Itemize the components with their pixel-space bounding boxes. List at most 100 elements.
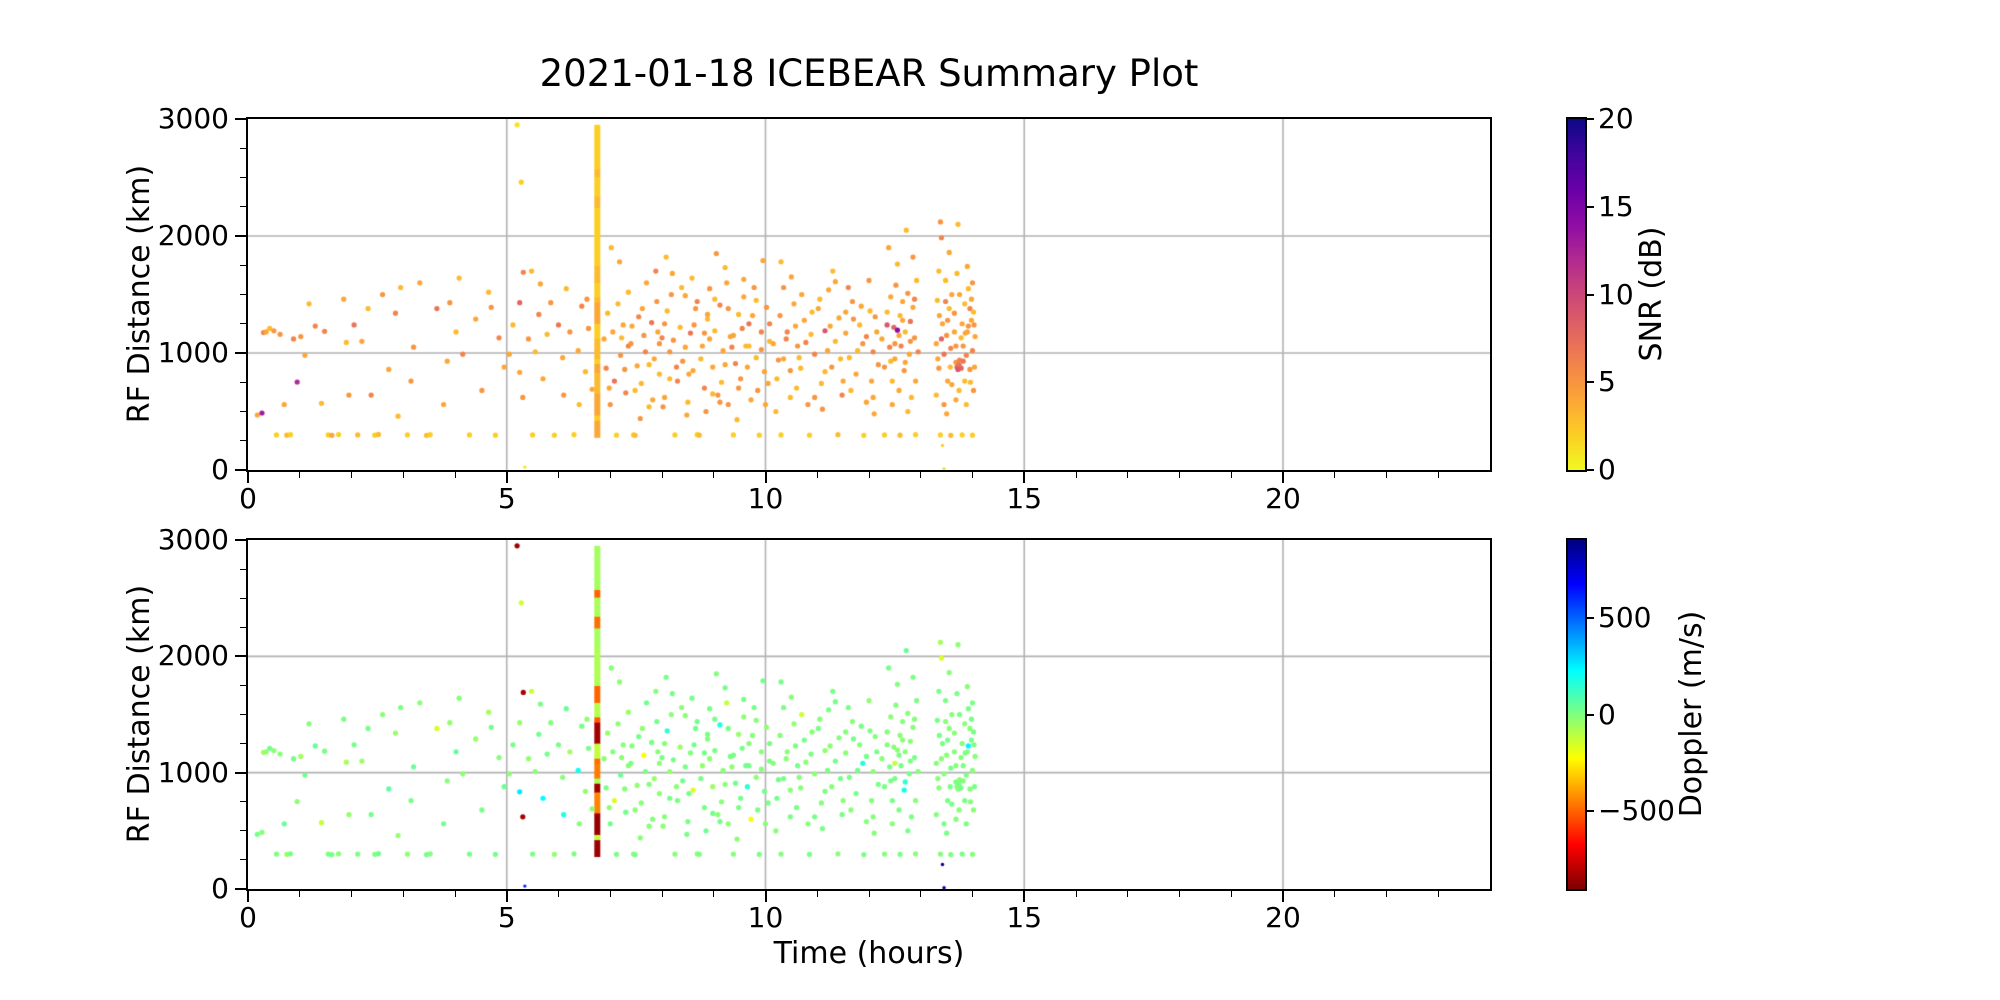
x-minor-tick bbox=[1437, 891, 1439, 897]
x-minor-tick bbox=[351, 472, 352, 478]
x-minor-tick bbox=[713, 891, 715, 897]
x-tick-label: 5 bbox=[497, 901, 516, 934]
y-minor-tick bbox=[240, 411, 246, 412]
y-minor-tick bbox=[240, 264, 246, 266]
y-minor-tick bbox=[240, 206, 246, 208]
x-minor-tick bbox=[1386, 472, 1387, 478]
x-tick bbox=[1282, 891, 1284, 902]
doppler-colorbar-tick bbox=[1587, 713, 1594, 716]
snr-scatter-canvas bbox=[248, 119, 1490, 470]
snr-colorbar-tick bbox=[1587, 293, 1594, 296]
x-minor-tick bbox=[1179, 891, 1180, 897]
snr-colorbar-canvas bbox=[1568, 119, 1585, 470]
x-tick bbox=[247, 891, 249, 902]
y-minor-tick bbox=[240, 743, 246, 745]
x-minor-tick bbox=[661, 472, 663, 478]
x-tick-label: 10 bbox=[747, 901, 784, 934]
snr-colorbar-label: SNR (dB) bbox=[1634, 226, 1669, 362]
x-minor-tick bbox=[402, 891, 404, 897]
snr-colorbar-tick-label: 15 bbox=[1598, 189, 1634, 223]
x-minor-tick bbox=[351, 891, 352, 897]
y-minor-tick bbox=[240, 830, 246, 832]
x-minor-tick bbox=[454, 891, 456, 897]
y-tick bbox=[235, 888, 246, 890]
y-minor-tick bbox=[240, 294, 246, 295]
doppler-colorbar bbox=[1566, 538, 1587, 891]
x-minor-tick bbox=[920, 891, 922, 897]
x-minor-tick bbox=[661, 891, 663, 897]
y-tick bbox=[235, 235, 246, 237]
y-tick-label: 2000 bbox=[157, 639, 229, 673]
doppler-scatter-plot bbox=[246, 538, 1492, 891]
y-minor-tick bbox=[240, 177, 246, 178]
y-tick-label: 2000 bbox=[157, 219, 229, 252]
x-tick-label: 20 bbox=[1265, 482, 1301, 515]
x-minor-tick bbox=[1230, 472, 1232, 478]
x-minor-tick bbox=[1075, 472, 1077, 478]
snr-colorbar-tick-label: 0 bbox=[1598, 453, 1616, 486]
x-minor-tick bbox=[609, 472, 611, 478]
x-minor-tick bbox=[920, 472, 922, 478]
plot-title: 2021-01-18 ICEBEAR Summary Plot bbox=[539, 52, 1199, 95]
x-axis-label: Time (hours) bbox=[773, 936, 965, 971]
x-tick-label: 20 bbox=[1265, 901, 1301, 934]
x-minor-tick bbox=[1334, 472, 1336, 478]
x-minor-tick bbox=[1386, 891, 1387, 897]
y-tick-label: 3000 bbox=[157, 102, 229, 135]
y-tick bbox=[235, 655, 246, 658]
doppler-colorbar-tick bbox=[1587, 810, 1594, 813]
doppler-colorbar-tick-label: 500 bbox=[1598, 600, 1652, 634]
snr-colorbar-tick-label: 5 bbox=[1598, 365, 1616, 399]
y-tick-label: 3000 bbox=[157, 523, 229, 556]
y-tick bbox=[235, 352, 246, 354]
x-tick-label: 5 bbox=[497, 482, 516, 515]
y-minor-tick bbox=[240, 859, 246, 861]
x-minor-tick bbox=[816, 472, 818, 478]
x-minor-tick bbox=[1437, 472, 1439, 478]
x-tick bbox=[1282, 472, 1284, 483]
snr-scatter-plot bbox=[246, 117, 1492, 472]
y-tick-label: 0 bbox=[211, 872, 229, 905]
x-minor-tick bbox=[1127, 472, 1129, 478]
x-tick bbox=[505, 472, 508, 483]
doppler-colorbar-canvas bbox=[1568, 540, 1585, 889]
y-tick bbox=[235, 539, 246, 541]
x-minor-tick bbox=[972, 472, 973, 478]
y-minor-tick bbox=[240, 568, 246, 570]
x-tick-label: 15 bbox=[1006, 901, 1043, 934]
snr-colorbar bbox=[1566, 117, 1587, 472]
x-tick bbox=[1023, 891, 1026, 902]
doppler-colorbar-tick-label: −500 bbox=[1598, 794, 1675, 828]
x-tick bbox=[1023, 472, 1026, 483]
x-minor-tick bbox=[558, 891, 559, 897]
x-minor-tick bbox=[299, 472, 301, 478]
x-minor-tick bbox=[609, 891, 611, 897]
y-tick-label: 1000 bbox=[157, 336, 229, 369]
y-minor-tick bbox=[240, 626, 246, 628]
y-tick bbox=[235, 469, 246, 471]
x-minor-tick bbox=[1179, 472, 1180, 478]
doppler-colorbar-tick-label: 0 bbox=[1598, 697, 1616, 731]
y-minor-tick bbox=[240, 597, 246, 599]
doppler-colorbar-label: Doppler (m/s) bbox=[1674, 610, 1709, 818]
x-minor-tick bbox=[868, 891, 870, 897]
snr-colorbar-tick bbox=[1587, 381, 1594, 384]
x-minor-tick bbox=[454, 472, 456, 478]
x-tick-label: 0 bbox=[239, 482, 257, 515]
x-minor-tick bbox=[558, 472, 559, 478]
snr-colorbar-tick bbox=[1587, 469, 1594, 471]
x-tick-label: 15 bbox=[1006, 482, 1043, 515]
x-minor-tick bbox=[1075, 891, 1077, 897]
y-minor-tick bbox=[240, 684, 246, 686]
y-minor-tick bbox=[240, 323, 246, 325]
x-minor-tick bbox=[972, 891, 973, 897]
x-tick bbox=[247, 472, 249, 483]
y-tick-label: 1000 bbox=[157, 755, 229, 789]
x-minor-tick bbox=[1334, 891, 1336, 897]
snr-colorbar-tick bbox=[1587, 118, 1594, 120]
doppler-scatter-canvas bbox=[248, 540, 1490, 889]
y-minor-tick bbox=[240, 801, 246, 803]
x-minor-tick bbox=[868, 472, 870, 478]
x-tick-label: 10 bbox=[747, 482, 784, 515]
